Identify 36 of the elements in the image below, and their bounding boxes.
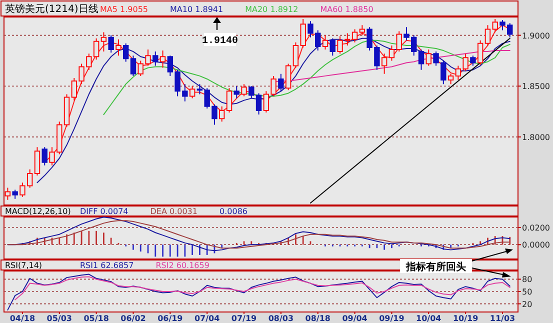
text: MA60 1.8850 [320, 5, 374, 14]
chart-title: MACD(12,26,10) [5, 207, 71, 216]
x-tick-label: 10/19 [452, 314, 479, 323]
x-tick-label: 10/04 [416, 314, 442, 323]
y-tick-label: 0.0000 [522, 240, 550, 250]
x-tick-label: 09/04 [342, 314, 368, 323]
text: MA10 1.8941 [170, 5, 224, 14]
x-tick-label: 05/18 [84, 314, 110, 323]
x-tick-label: 08/18 [305, 314, 331, 323]
x-tick-label: 06/02 [120, 314, 146, 323]
y-tick-label: 0.0200 [522, 223, 550, 232]
y-tick-label: 1.9000 [522, 31, 550, 40]
x-tick-label: 07/19 [231, 314, 258, 323]
text: 0.0086 [220, 207, 248, 216]
annotation: 指标有所回头 [405, 261, 466, 273]
text: RSI2 60.1659 [156, 261, 210, 270]
series-label: RSI1 62.6857 [80, 261, 134, 270]
series-label: DIFF 0.0074 [80, 207, 128, 216]
annotation: 1.9140 [202, 36, 238, 47]
text: MA5 1.9055 [100, 5, 148, 14]
x-tick-label: 06/19 [158, 314, 184, 323]
chart-title: RSI(7,14) [5, 261, 42, 270]
x-tick-label: 07/04 [194, 314, 220, 323]
series-label: DEA 0.0031 [150, 207, 198, 216]
x-tick-label: 09/19 [379, 314, 405, 323]
y-tick-label: 1.8000 [522, 132, 550, 142]
x-tick-label: 05/03 [46, 314, 72, 323]
text: MA20 1.8912 [245, 5, 298, 14]
y-tick-label: 1.8500 [522, 82, 550, 92]
chart-title: 英镑美元(1214)日线 [5, 3, 98, 15]
x-tick-label: 11/03 [490, 314, 516, 323]
y-tick-label: 80 [522, 275, 532, 284]
y-tick-label: 20 [522, 300, 532, 309]
x-tick-label: 04/18 [10, 314, 36, 323]
y-tick-label: 50 [522, 288, 532, 296]
x-tick-label: 08/03 [268, 314, 294, 323]
